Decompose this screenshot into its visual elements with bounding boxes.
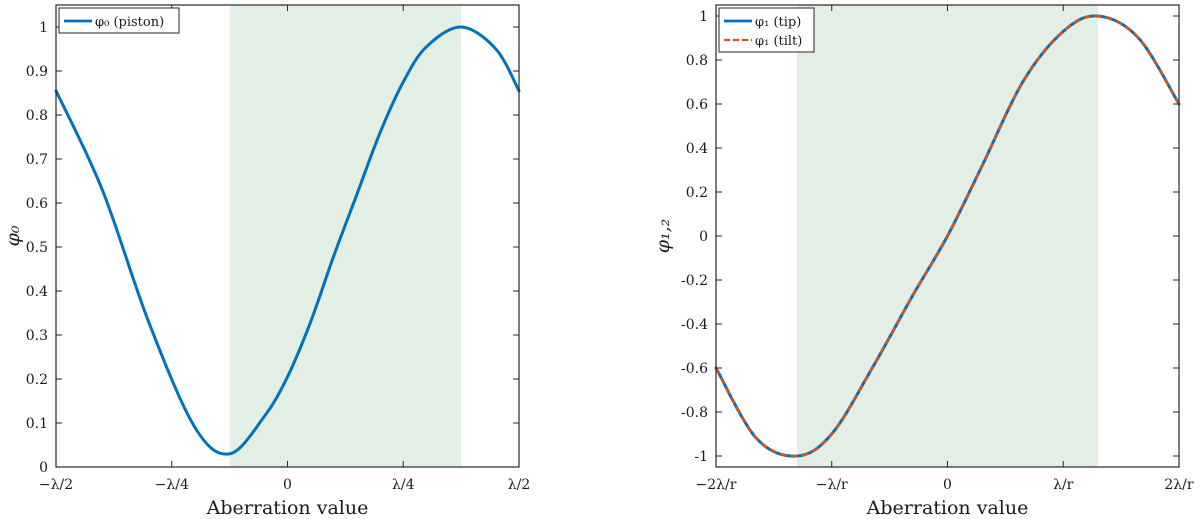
chart-1-xtick-label: 2λ/r: [1164, 477, 1193, 493]
chart-0-x-axis-label: Aberration value: [206, 497, 369, 519]
left-chart-piston: −λ/2 −λ/4 0 λ/4 λ/2 0 0.1 0.2 0.3 0.4 0.5 0.6 0.7 0.8…: [2, 4, 531, 519]
chart-1-ytick-label: -0.6: [681, 361, 708, 377]
chart-1-ytick-label: 0.6: [686, 97, 708, 113]
chart-0-legend: φ₀ (piston): [58, 7, 180, 34]
chart-0-ytick-label: 0.2: [26, 372, 48, 388]
chart-1-ytick-label: -0.2: [681, 273, 708, 289]
chart-1-ytick-label: 0: [699, 229, 708, 245]
chart-0-series-0-line: [54, 25, 521, 456]
chart-1-y-axis-label: φ₁,₂: [652, 219, 674, 254]
chart-0-xtick-label: 0: [283, 477, 292, 493]
chart-1-ytick-label: 0.4: [686, 141, 708, 157]
chart-1-ytick-label: 0.2: [686, 185, 708, 201]
chart-0-ytick-label: 0: [39, 460, 48, 476]
chart-0-ytick-label: 0.3: [26, 328, 48, 344]
chart-1-legend-entry-0: φ₁ (tip): [755, 15, 801, 30]
chart-1-legend-entry-1: φ₁ (tilt): [755, 34, 802, 49]
chart-1-ytick-label: 1: [699, 9, 708, 25]
chart-0-shaded-region: [229, 5, 462, 467]
chart-0-ytick-label: 0.4: [26, 284, 48, 300]
chart-1-xtick-label: −λ/r: [816, 477, 848, 493]
chart-0-ytick-label: 1: [39, 20, 48, 36]
chart-0-ytick-label: 0.7: [26, 152, 48, 168]
chart-1-ytick-label: 0.8: [686, 53, 708, 69]
chart-1-ytick-label: -0.8: [681, 405, 708, 421]
chart-1-xtick-label: −2λ/r: [696, 477, 737, 493]
chart-1-xtick-label: λ/r: [1053, 477, 1074, 493]
chart-0-ytick-label: 0.8: [26, 108, 48, 124]
chart-1-ytick-label: -0.4: [681, 317, 708, 333]
chart-1-legend: φ₁ (tip) φ₁ (tilt): [718, 7, 815, 53]
chart-0-ytick-label: 0.1: [26, 416, 48, 432]
chart-0-xtick-label: λ/4: [392, 477, 415, 493]
chart-1-xtick-label: 0: [943, 477, 952, 493]
chart-0-xtick-label: λ/2: [508, 477, 531, 493]
chart-1-legend-box: [718, 7, 815, 53]
chart-0-xtick-label: −λ/2: [39, 477, 73, 493]
right-chart-tip-tilt: −2λ/r −λ/r 0 λ/r 2λ/r -1 -0.8 -0.6 -0.4 -0.2 0 0.2 0…: [652, 4, 1194, 519]
chart-0-legend-entry-0: φ₀ (piston): [95, 15, 164, 30]
chart-0-y-axis-label: φ₀: [2, 225, 24, 246]
chart-1-x-axis-label: Aberration value: [866, 497, 1029, 519]
chart-1-ytick-label: -1: [694, 449, 708, 465]
chart-0-ytick-label: 0.9: [26, 64, 48, 80]
chart-0-ytick-label: 0.6: [26, 196, 48, 212]
chart-0-xtick-label: −λ/4: [155, 477, 189, 493]
chart-1-series-1-line: [714, 14, 1181, 458]
chart-0-ytick-label: 0.5: [26, 240, 48, 256]
